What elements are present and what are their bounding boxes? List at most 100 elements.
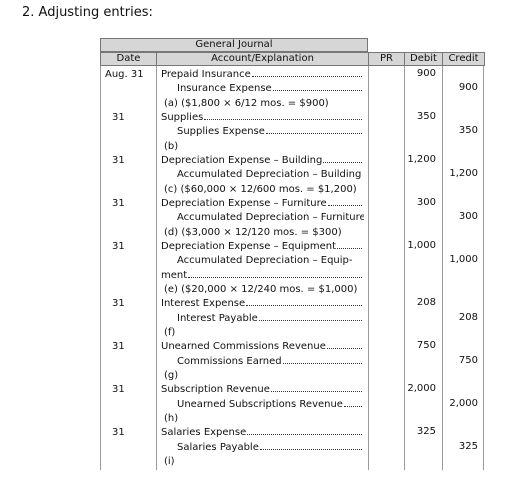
explanation: (f)	[164, 326, 176, 338]
account: Unearned Commissions Revenue	[161, 340, 364, 354]
amount: 1,200	[407, 153, 436, 165]
dot-leader	[343, 405, 362, 407]
column-rule	[442, 66, 443, 470]
account-text: Insurance Expense	[177, 83, 272, 95]
amount: 325	[416, 426, 436, 438]
account: Accumulated Depreciation – Building	[177, 168, 364, 182]
explanation: (b)	[164, 140, 179, 152]
date: 31	[112, 427, 125, 439]
explanation: (a) ($1,800 × 6/12 mos. = $900)	[164, 97, 329, 109]
amount: 325	[458, 440, 478, 452]
dot-leader	[272, 90, 362, 92]
account-text: ment	[161, 269, 188, 281]
amount: 1,000	[449, 254, 478, 266]
dot-leader	[188, 276, 362, 278]
account: Supplies	[161, 111, 364, 125]
explanation: (e) ($20,000 × 12/240 mos. = $1,000)	[164, 283, 358, 295]
account: Interest Payable	[177, 312, 364, 326]
account: Accumulated Depreciation – Equip-	[177, 254, 364, 268]
amount: 300	[458, 211, 478, 223]
column-rule	[404, 66, 405, 470]
amount: 208	[416, 297, 436, 309]
amount: 2,000	[449, 397, 478, 409]
column-rule	[100, 66, 101, 470]
account-text: Accumulated Depreciation – Equip-	[177, 255, 353, 267]
account: Depreciation Expense – Building	[161, 154, 364, 168]
dot-leader	[251, 76, 362, 77]
account-text: Accumulated Depreciation – Furniture	[177, 212, 364, 224]
account: Interest Expense	[161, 297, 364, 311]
account: Commissions Earned	[177, 355, 364, 369]
dot-leader	[259, 448, 362, 450]
amount: 1,000	[407, 239, 436, 251]
column-header: PR	[368, 52, 405, 66]
dot-leader	[270, 391, 362, 393]
dot-leader	[247, 434, 362, 436]
dot-leader	[326, 348, 362, 350]
explanation: (d) ($3,000 × 12/120 mos. = $300)	[164, 226, 342, 238]
amount: 900	[416, 68, 436, 79]
explanation: (c) ($60,000 × 12/600 mos. = $1,200)	[164, 183, 357, 195]
dot-leader	[204, 118, 362, 120]
dot-leader	[258, 319, 362, 321]
dot-leader	[246, 305, 362, 307]
amount: 2,000	[407, 383, 436, 395]
date: 31	[112, 298, 125, 310]
dot-leader	[337, 247, 362, 249]
explanation: (h)	[164, 412, 179, 424]
account: Supplies Expense	[177, 125, 364, 139]
account: Depreciation Expense – Furniture	[161, 197, 364, 211]
amount: 900	[458, 82, 478, 94]
account-text: Accumulated Depreciation – Building	[177, 169, 362, 181]
explanation: (i)	[164, 455, 175, 467]
column-rule	[483, 66, 484, 470]
date: 31	[112, 384, 125, 396]
date: 31	[112, 197, 125, 209]
account: Subscription Revenue	[161, 383, 364, 397]
column-header: Debit	[404, 52, 443, 66]
column-rule	[156, 66, 157, 470]
account-text: Interest Payable	[177, 312, 258, 324]
account-text: Depreciation Expense – Equipment	[161, 240, 337, 252]
amount: 208	[458, 311, 478, 323]
explanation: (g)	[164, 369, 179, 381]
date: Aug. 31	[105, 69, 144, 80]
date: 31	[112, 154, 125, 166]
account-text: Supplies	[161, 111, 204, 123]
amount: 750	[416, 340, 436, 352]
account-text: Salaries Payable	[177, 441, 259, 453]
account: Insurance Expense	[177, 82, 364, 96]
account: Accumulated Depreciation – Furniture	[177, 211, 364, 225]
date: 31	[112, 341, 125, 353]
journal-title: General Journal	[100, 38, 368, 52]
account: Prepaid Insurance	[161, 68, 364, 82]
account-text: Prepaid Insurance	[161, 69, 251, 80]
account: Salaries Payable	[177, 441, 364, 455]
account: Unearned Subscriptions Revenue	[177, 398, 364, 412]
account-text: Interest Expense	[161, 298, 246, 310]
journal-table: General Journal Date Account/Explanation PR…	[100, 38, 485, 470]
account-text: Depreciation Expense – Furniture	[161, 197, 327, 209]
column-header: Credit	[442, 52, 485, 66]
amount: 350	[458, 125, 478, 137]
amount: 750	[458, 354, 478, 366]
account: Salaries Expense	[161, 426, 364, 440]
account: Depreciation Expense – Equipment	[161, 240, 364, 254]
account-text: Unearned Subscriptions Revenue	[177, 398, 343, 410]
account-text: Depreciation Expense – Building	[161, 154, 323, 166]
amount: 300	[416, 196, 436, 208]
account-text: Unearned Commissions Revenue	[161, 341, 326, 353]
date: 31	[112, 111, 125, 123]
date: 31	[112, 240, 125, 252]
dot-leader	[323, 161, 362, 163]
column-rule	[368, 66, 369, 470]
dot-leader	[282, 362, 362, 364]
column-header: Date	[100, 52, 157, 66]
account-text: Supplies Expense	[177, 126, 265, 138]
dot-leader	[327, 204, 362, 206]
dot-leader	[265, 133, 362, 135]
account-text: Commissions Earned	[177, 355, 282, 367]
column-header: Account/Explanation	[156, 52, 369, 66]
amount: 350	[416, 110, 436, 122]
